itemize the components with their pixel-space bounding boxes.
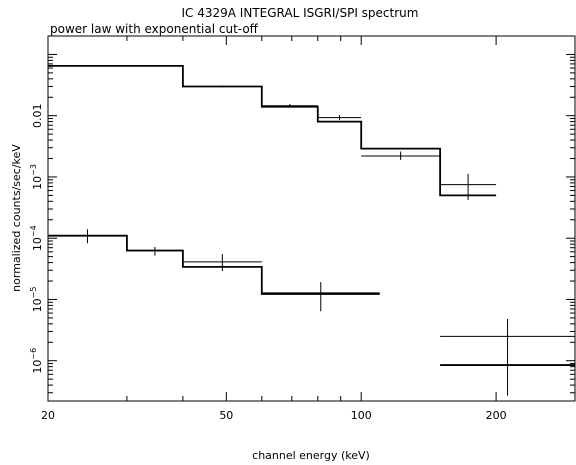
x-axis-label: channel energy (keV) — [252, 449, 370, 462]
y-tick-exponent: −4 — [29, 225, 38, 237]
plot-area — [48, 65, 575, 396]
y-tick-base: 10 — [31, 237, 44, 251]
series-2 — [48, 229, 575, 396]
y-tick-label: 10−5 — [29, 287, 44, 313]
y-tick-label: 0.01 — [31, 103, 44, 128]
model-step-line — [48, 234, 575, 366]
y-tick-base: 10 — [31, 360, 44, 374]
chart-title: IC 4329A INTEGRAL ISGRI/SPI spectrum — [182, 6, 419, 20]
y-tick-label: 10−3 — [29, 164, 44, 190]
y-axis-label: normalized counts/sec/keV — [10, 144, 23, 292]
y-tick-label: 10−4 — [29, 225, 44, 251]
plot-frame — [47, 35, 576, 402]
y-tick-exponent: −6 — [29, 348, 38, 360]
model-step-line — [48, 65, 497, 197]
x-axis: 20 50 100 200 — [41, 36, 576, 422]
x-tick-label: 50 — [219, 409, 233, 422]
y-tick-base: 10 — [31, 298, 44, 312]
x-tick-label: 100 — [351, 409, 372, 422]
x-tick-label: 200 — [486, 409, 507, 422]
x-tick-label: 20 — [41, 409, 55, 422]
y-tick-exponent: −3 — [29, 164, 38, 176]
y-tick-base: 10 — [31, 176, 44, 190]
y-tick-exponent: −5 — [29, 287, 38, 299]
series-1 — [48, 65, 497, 201]
y-tick-label: 10−6 — [29, 348, 44, 374]
chart-subtitle: power law with exponential cut-off — [50, 22, 259, 36]
